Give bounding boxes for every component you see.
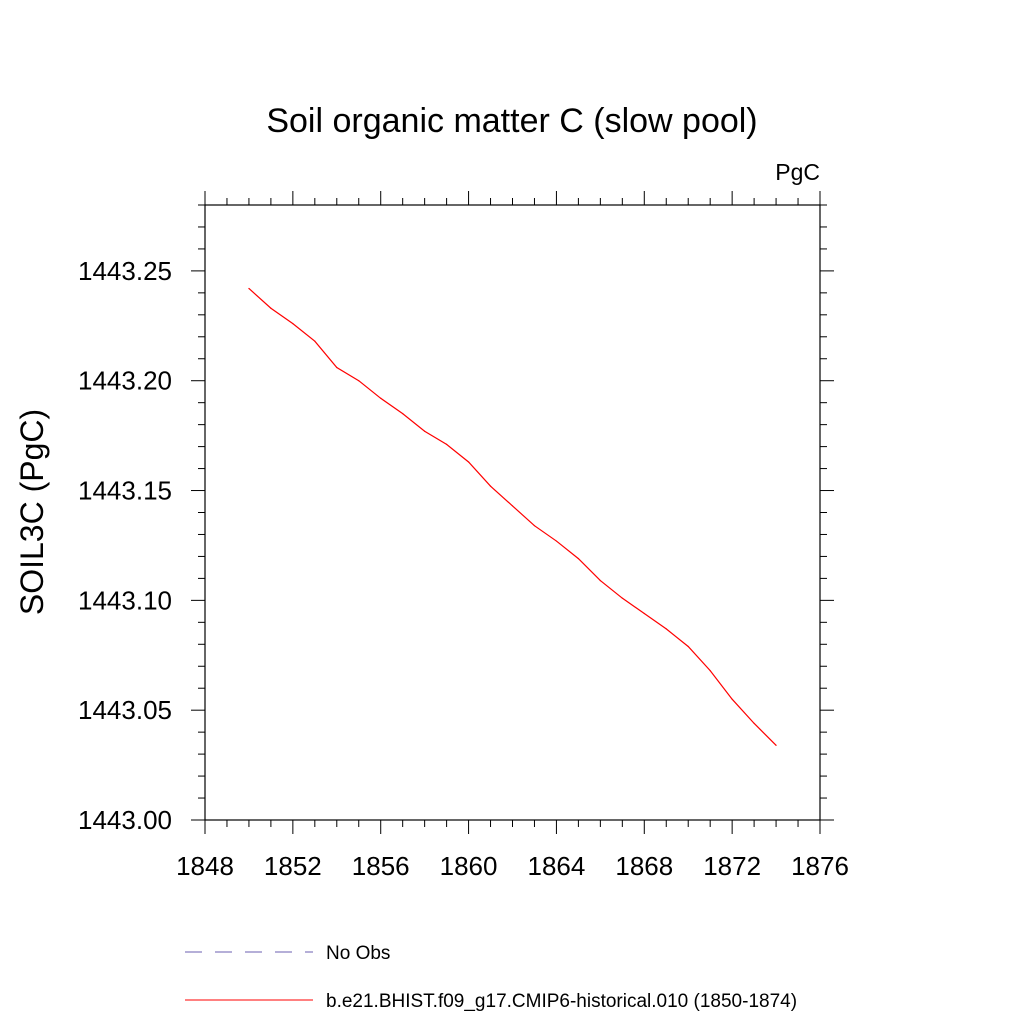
series-point bbox=[489, 485, 492, 487]
series-point bbox=[709, 670, 711, 672]
x-tick-label: 1848 bbox=[176, 851, 234, 881]
series-point bbox=[621, 597, 623, 599]
y-tick-label: 1443.20 bbox=[78, 366, 172, 396]
series-point bbox=[753, 722, 755, 724]
series-point bbox=[402, 413, 404, 415]
series-point bbox=[555, 540, 558, 542]
plot-frame bbox=[204, 204, 821, 821]
series-point bbox=[533, 525, 536, 527]
series-point bbox=[467, 461, 470, 463]
series-point bbox=[380, 397, 382, 399]
y-tick-label: 1443.10 bbox=[78, 585, 172, 615]
series-point bbox=[314, 340, 316, 342]
units-label: PgC bbox=[775, 159, 820, 185]
plot-area bbox=[248, 287, 777, 746]
axes: 1848 1852 1856 1860 1864 1868 1872 1876 1443.00 1… bbox=[78, 191, 849, 881]
series-point bbox=[665, 628, 667, 630]
series-point bbox=[731, 698, 733, 700]
series-point bbox=[446, 443, 448, 446]
series-point bbox=[775, 744, 777, 746]
series-point bbox=[358, 380, 360, 382]
series-point bbox=[424, 430, 426, 432]
series-point bbox=[511, 505, 514, 507]
y-axis-label: SOIL3C (PgC) bbox=[14, 409, 50, 615]
x-tick-label: 1864 bbox=[528, 851, 586, 881]
x-tick-label: 1868 bbox=[615, 851, 673, 881]
series-point bbox=[577, 558, 579, 560]
series-point bbox=[687, 645, 689, 648]
y-tick-label: 1443.15 bbox=[78, 476, 172, 506]
x-tick-label: 1856 bbox=[352, 851, 410, 881]
series-point bbox=[270, 307, 272, 309]
series-point bbox=[292, 323, 294, 325]
x-tick-label: 1876 bbox=[791, 851, 849, 881]
series-point bbox=[248, 287, 250, 290]
series-point bbox=[643, 612, 645, 615]
y-tick-label: 1443.25 bbox=[78, 256, 172, 286]
x-tick-label: 1852 bbox=[264, 851, 322, 881]
legend-label: No Obs bbox=[326, 943, 390, 964]
y-tick-label: 1443.05 bbox=[78, 695, 172, 725]
y-tick-label: 1443.00 bbox=[78, 805, 172, 835]
legend-label: b.e21.BHIST.f09_g17.CMIP6-historical.010… bbox=[326, 991, 797, 1012]
series-point bbox=[599, 579, 601, 582]
x-tick-label: 1860 bbox=[440, 851, 498, 881]
series-point bbox=[336, 366, 338, 369]
chart-title: Soil organic matter C (slow pool) bbox=[266, 102, 757, 140]
legend: No Obs b.e21.BHIST.f09_g17.CMIP6-historic… bbox=[185, 943, 797, 1012]
x-tick-label: 1872 bbox=[703, 851, 761, 881]
series-line bbox=[248, 288, 777, 746]
